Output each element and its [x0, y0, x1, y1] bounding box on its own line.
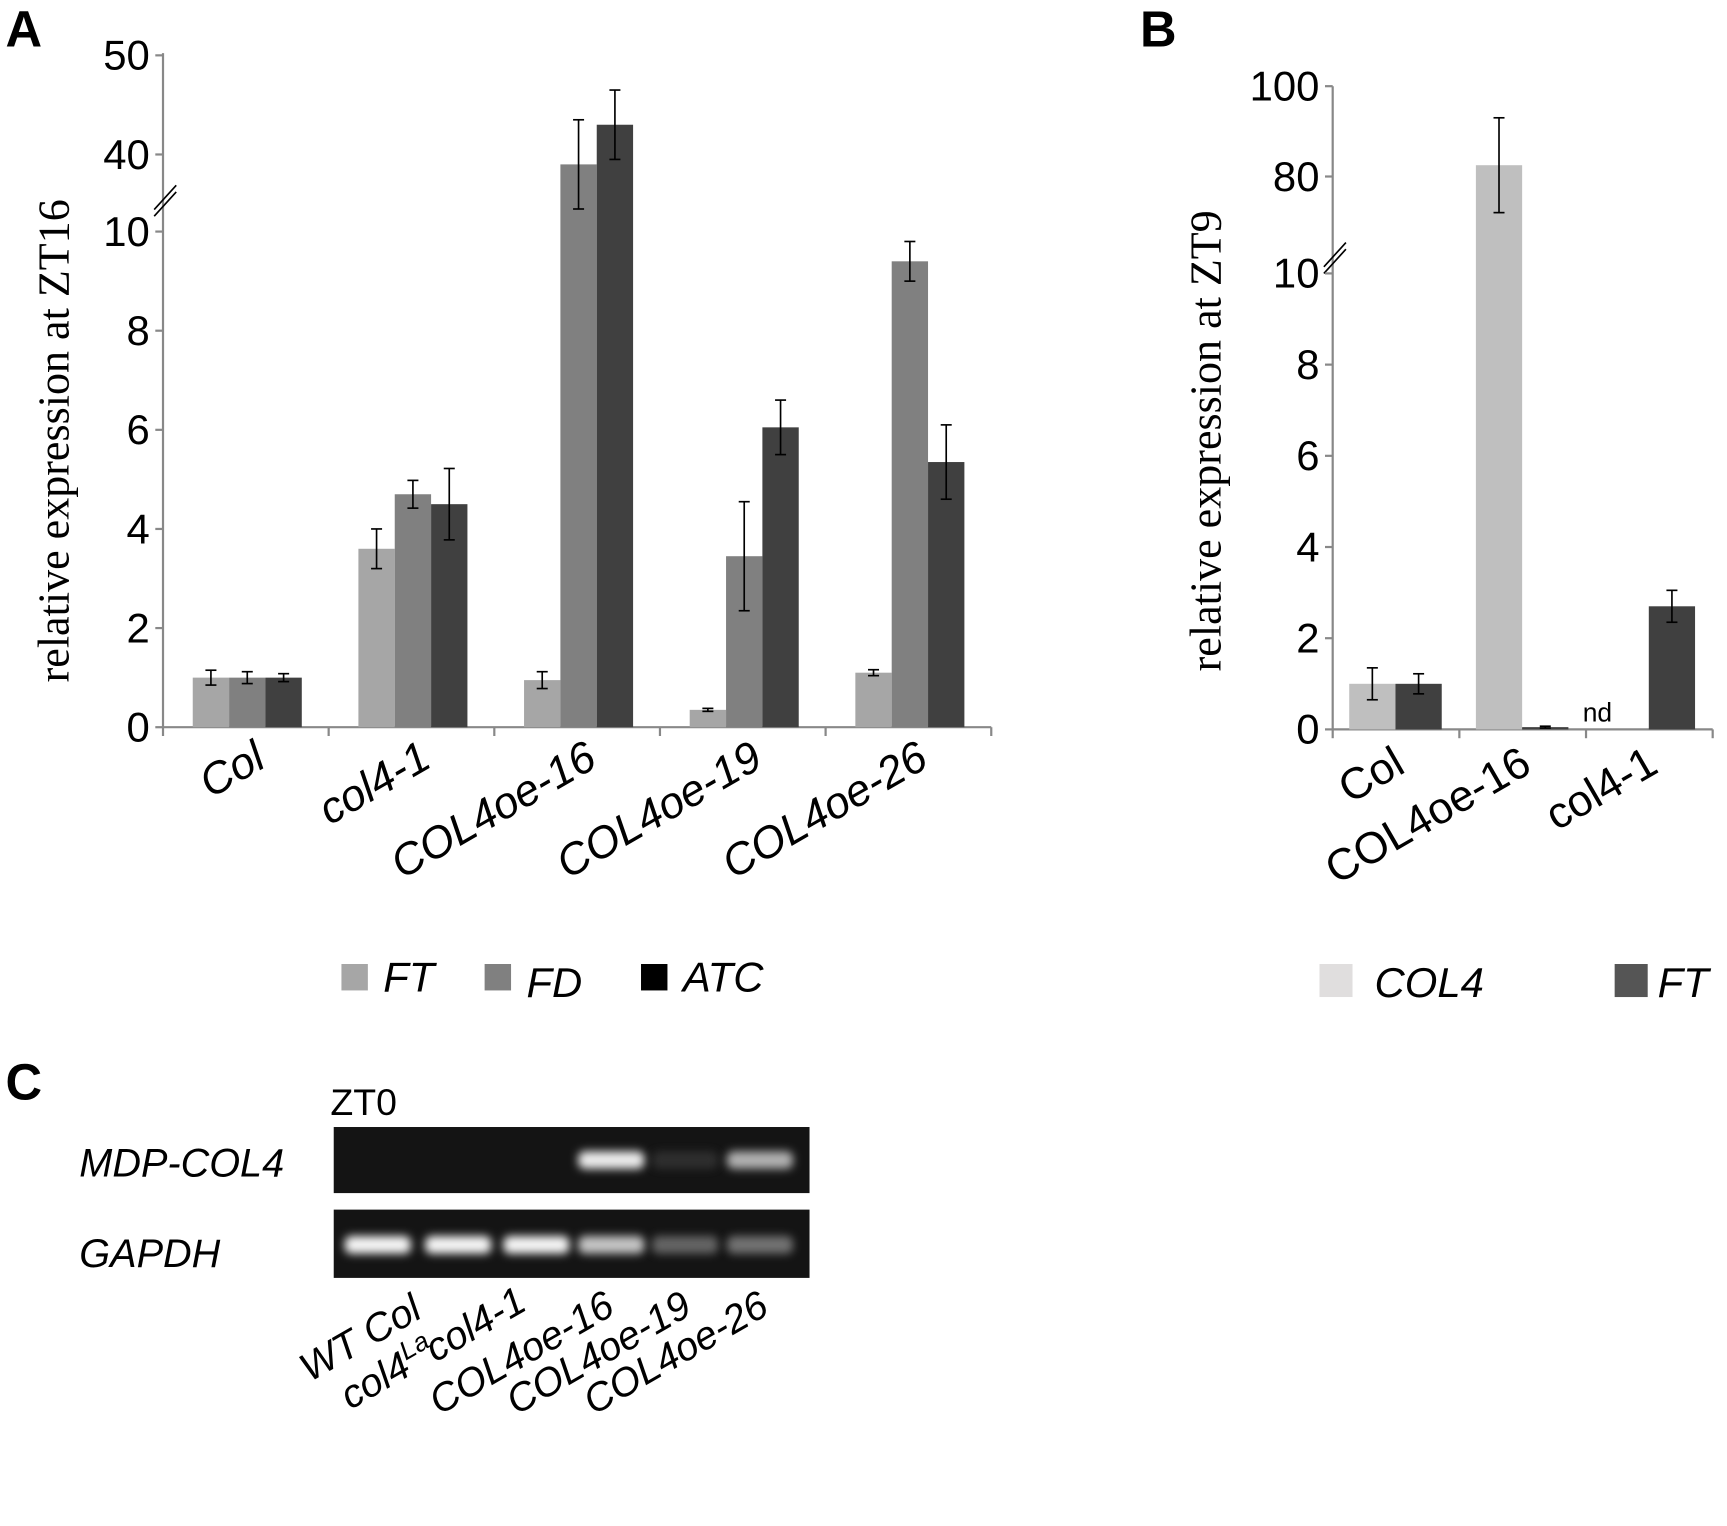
- y-axis-label-b: relative expression at ZT9: [1181, 210, 1230, 671]
- bar-fd: [891, 261, 929, 728]
- legend-swatch-ft: [341, 964, 368, 991]
- gel-band: [344, 1236, 411, 1254]
- y-tick-label: 8: [127, 307, 150, 354]
- legend-swatch-fd: [484, 964, 512, 991]
- x-tick-label: col4-1: [310, 732, 438, 834]
- bar-ft: [855, 672, 892, 728]
- y-tick-label: 4: [1296, 523, 1319, 570]
- legend-swatch-col4: [1319, 964, 1353, 998]
- y-tick-label: 40: [103, 131, 150, 178]
- bar-atc: [265, 677, 302, 728]
- bar-fd: [229, 677, 266, 728]
- legend-label: FT: [1658, 959, 1713, 1006]
- axis-break-mark: [153, 191, 177, 217]
- y-tick-label: 2: [127, 604, 150, 651]
- legend-label: FD: [526, 959, 582, 1006]
- x-tick-label: Col: [1330, 737, 1412, 812]
- y-tick-label: 6: [1296, 432, 1319, 479]
- bar-fd: [394, 494, 432, 728]
- gel-row-label: MDP-COL4: [79, 1142, 284, 1186]
- legend-label: ATC: [680, 954, 764, 1001]
- gel-band: [652, 1151, 719, 1169]
- y-tick-label: 2: [1296, 615, 1319, 662]
- y-tick-label: 4: [127, 505, 150, 552]
- panel-label-a: A: [6, 1, 43, 58]
- axis-break-mark: [153, 184, 177, 211]
- gel-band: [726, 1236, 794, 1254]
- bar-ft: [1648, 606, 1696, 730]
- bar-ft: [689, 709, 727, 728]
- axis-break-mark: [1323, 242, 1347, 268]
- bar-ft: [358, 548, 395, 728]
- panel-label-c: C: [6, 1053, 43, 1110]
- y-axis-label-a: relative expression at ZT16: [29, 199, 78, 682]
- y-tick-label: 10: [103, 208, 150, 255]
- y-tick-label: 6: [127, 406, 150, 453]
- bar-atc: [928, 462, 965, 728]
- y-tick-label: 80: [1273, 153, 1320, 200]
- y-tick-label: 50: [103, 32, 150, 79]
- legend-label: FT: [383, 954, 438, 1001]
- legend-swatch-atc: [641, 964, 668, 991]
- y-tick-label: 10: [1273, 250, 1320, 297]
- gel-timepoint: ZT0: [330, 1081, 397, 1123]
- y-tick-label: 0: [1296, 706, 1319, 753]
- bar-atc: [762, 427, 799, 728]
- gel-band: [578, 1151, 645, 1169]
- gel-band: [578, 1236, 645, 1254]
- gel-band: [726, 1151, 794, 1169]
- gel-band: [652, 1236, 719, 1254]
- bar-atc: [596, 124, 634, 728]
- x-tick-label: Col: [191, 731, 274, 807]
- x-tick-label: col4-1: [1537, 737, 1665, 839]
- axis-break-mark: [1323, 248, 1347, 274]
- gel-image: WT Colcol4Lacol4-1COL4oe-16COL4oe-19COL4…: [292, 1127, 810, 1423]
- y-tick-label: 0: [127, 704, 150, 751]
- panel-label-b: B: [1140, 1, 1177, 58]
- not-detected-label: nd: [1583, 698, 1612, 728]
- gel-band: [425, 1236, 492, 1254]
- gel-band: [503, 1236, 570, 1254]
- legend-swatch-ft: [1614, 964, 1648, 998]
- legend-label: COL4: [1375, 959, 1484, 1006]
- y-tick-label: 8: [1296, 341, 1319, 388]
- y-tick-label: 100: [1250, 63, 1320, 110]
- bar-atc: [431, 504, 468, 728]
- bar-col4: [1475, 165, 1523, 730]
- gel-row-label: GAPDH: [79, 1232, 220, 1276]
- bar-fd: [560, 164, 597, 728]
